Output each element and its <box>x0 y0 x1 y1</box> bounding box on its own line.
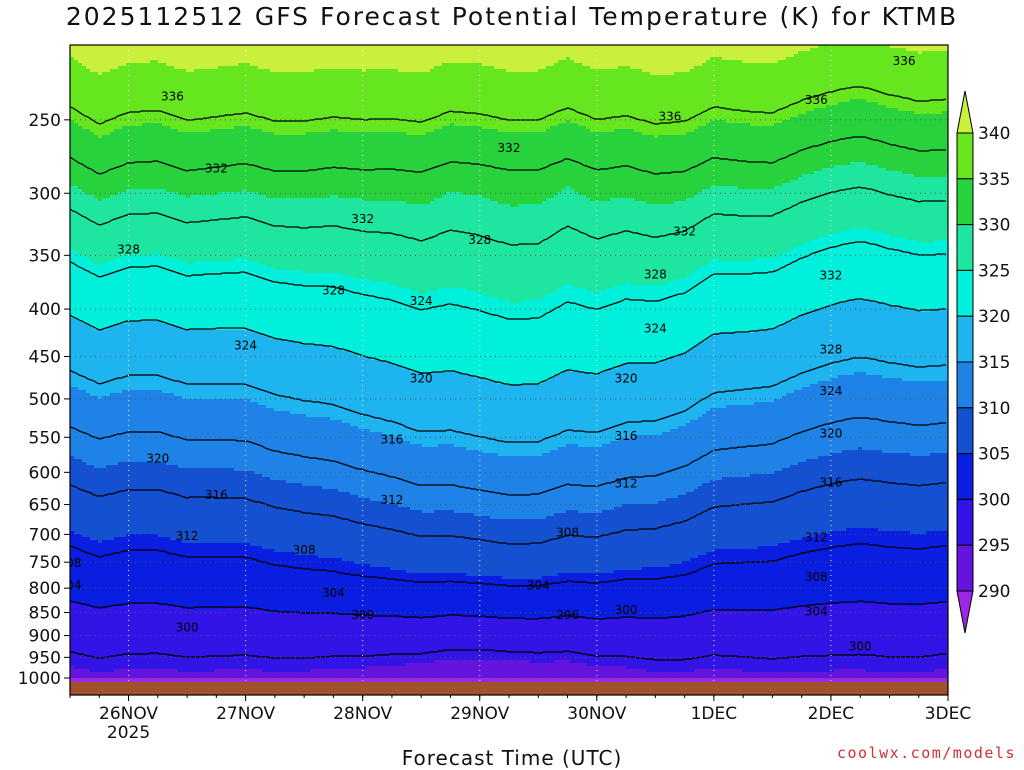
contour-label: 324 <box>819 384 842 398</box>
colorbar-label: 310 <box>978 399 1010 419</box>
y-tick-label: 900 <box>29 627 61 647</box>
contour-label: 324 <box>234 339 257 353</box>
x-tick-label: 3DEC <box>925 704 972 724</box>
colorbar-box <box>957 408 973 454</box>
y-tick-label: 300 <box>29 184 61 204</box>
ground-bar <box>70 682 948 695</box>
contour-label: 312 <box>805 530 828 544</box>
contour-label: 320 <box>615 371 638 385</box>
y-tick-label: 350 <box>29 246 61 266</box>
x-tick-label: 28NOV <box>333 704 392 724</box>
contour-label: 328 <box>322 284 345 298</box>
contour-label: 296 <box>556 608 579 622</box>
contour-label: 332 <box>205 161 228 175</box>
contour-label: 332 <box>673 225 696 239</box>
contour-label: 312 <box>176 529 199 543</box>
colorbar-label: 320 <box>978 307 1010 327</box>
colorbar-box <box>957 545 973 591</box>
x-tick-label: 2DEC <box>808 704 855 724</box>
contour-label: 300 <box>615 603 638 617</box>
colorbar-extend-low <box>957 591 973 633</box>
colorbar-label: 290 <box>978 582 1010 602</box>
contour-label: 324 <box>644 322 667 336</box>
colorbar-box <box>957 179 973 225</box>
contour-label: 304 <box>59 579 82 593</box>
contour-label: 336 <box>659 110 682 124</box>
contour-label: 304 <box>322 586 345 600</box>
contour-label: 328 <box>468 233 491 247</box>
y-tick-label: 600 <box>29 463 61 483</box>
contour-label: 332 <box>498 141 521 155</box>
colorbar-box <box>957 270 973 316</box>
contour-label: 320 <box>410 371 433 385</box>
contour-label: 308 <box>805 570 828 584</box>
x-tick-sublabel: 2025 <box>107 723 150 743</box>
contour-label: 336 <box>893 54 916 68</box>
y-tick-label: 1000 <box>18 669 61 689</box>
contour-label: 332 <box>351 212 374 226</box>
y-tick-label: 250 <box>29 111 61 131</box>
contour-label: 312 <box>380 493 403 507</box>
colorbar-label: 340 <box>978 124 1010 144</box>
contour-label: 300 <box>849 640 872 654</box>
colorbar-label: 295 <box>978 536 1010 556</box>
contour-label: 316 <box>205 488 228 502</box>
y-tick-label: 750 <box>29 553 61 573</box>
colorbar-box <box>957 225 973 271</box>
contour-label: 300 <box>351 608 374 622</box>
y-tick-label: 950 <box>29 648 61 668</box>
contour-label: 304 <box>805 605 828 619</box>
contour-label: 336 <box>161 90 184 104</box>
colorbar: 340 335 330 325 320 315 310 305 300 295 290 <box>957 91 1010 633</box>
y-tick-label: 650 <box>29 496 61 516</box>
contour-label: 312 <box>615 477 638 491</box>
colorbar-label: 305 <box>978 445 1010 465</box>
colorbar-label: 325 <box>978 261 1010 281</box>
y-tick-label: 550 <box>29 428 61 448</box>
contour-label: 304 <box>527 579 550 593</box>
colorbar-label: 300 <box>978 490 1010 510</box>
credit-link[interactable]: coolwx.com/models <box>837 744 1016 762</box>
colorbar-box <box>957 499 973 545</box>
contour-label: 308 <box>556 526 579 540</box>
y-tick-label: 400 <box>29 300 61 320</box>
colorbar-label: 335 <box>978 170 1010 190</box>
x-tick-label: 29NOV <box>450 704 509 724</box>
contour-label: 316 <box>819 475 842 489</box>
y-tick-label: 450 <box>29 348 61 368</box>
colorbar-box <box>957 133 973 179</box>
contour-label: 328 <box>644 267 667 281</box>
contour-label: 316 <box>615 429 638 443</box>
colorbar-label: 315 <box>978 353 1010 373</box>
y-tick-label: 800 <box>29 579 61 599</box>
x-tick-label: 27NOV <box>216 704 275 724</box>
colorbar-box <box>957 316 973 362</box>
y-tick-label: 700 <box>29 525 61 545</box>
contour-label: 308 <box>59 556 82 570</box>
contour-label: 336 <box>805 93 828 107</box>
contour-label: 324 <box>410 294 433 308</box>
contour-label: 316 <box>380 432 403 446</box>
contour-label: 328 <box>819 342 842 356</box>
contour-label: 308 <box>293 543 316 557</box>
colorbar-extend-high <box>957 91 973 133</box>
contour-label: 332 <box>819 269 842 283</box>
contour-label: 328 <box>117 243 140 257</box>
contour-label: 300 <box>176 620 199 634</box>
x-tick-label: 26NOV <box>99 704 158 724</box>
y-tick-label: 500 <box>29 390 61 410</box>
contour-label: 320 <box>146 452 169 466</box>
y-tick-label: 850 <box>29 604 61 624</box>
y-axis: 250 300 350 400 450 500 550 600 650 700 750 800 850 9… <box>18 111 70 689</box>
colorbar-box <box>957 454 973 500</box>
contour-label: 320 <box>819 427 842 441</box>
x-tick-label: 30NOV <box>567 704 626 724</box>
colorbar-box <box>957 362 973 408</box>
x-tick-label: 1DEC <box>691 704 738 724</box>
colorbar-label: 330 <box>978 216 1010 236</box>
